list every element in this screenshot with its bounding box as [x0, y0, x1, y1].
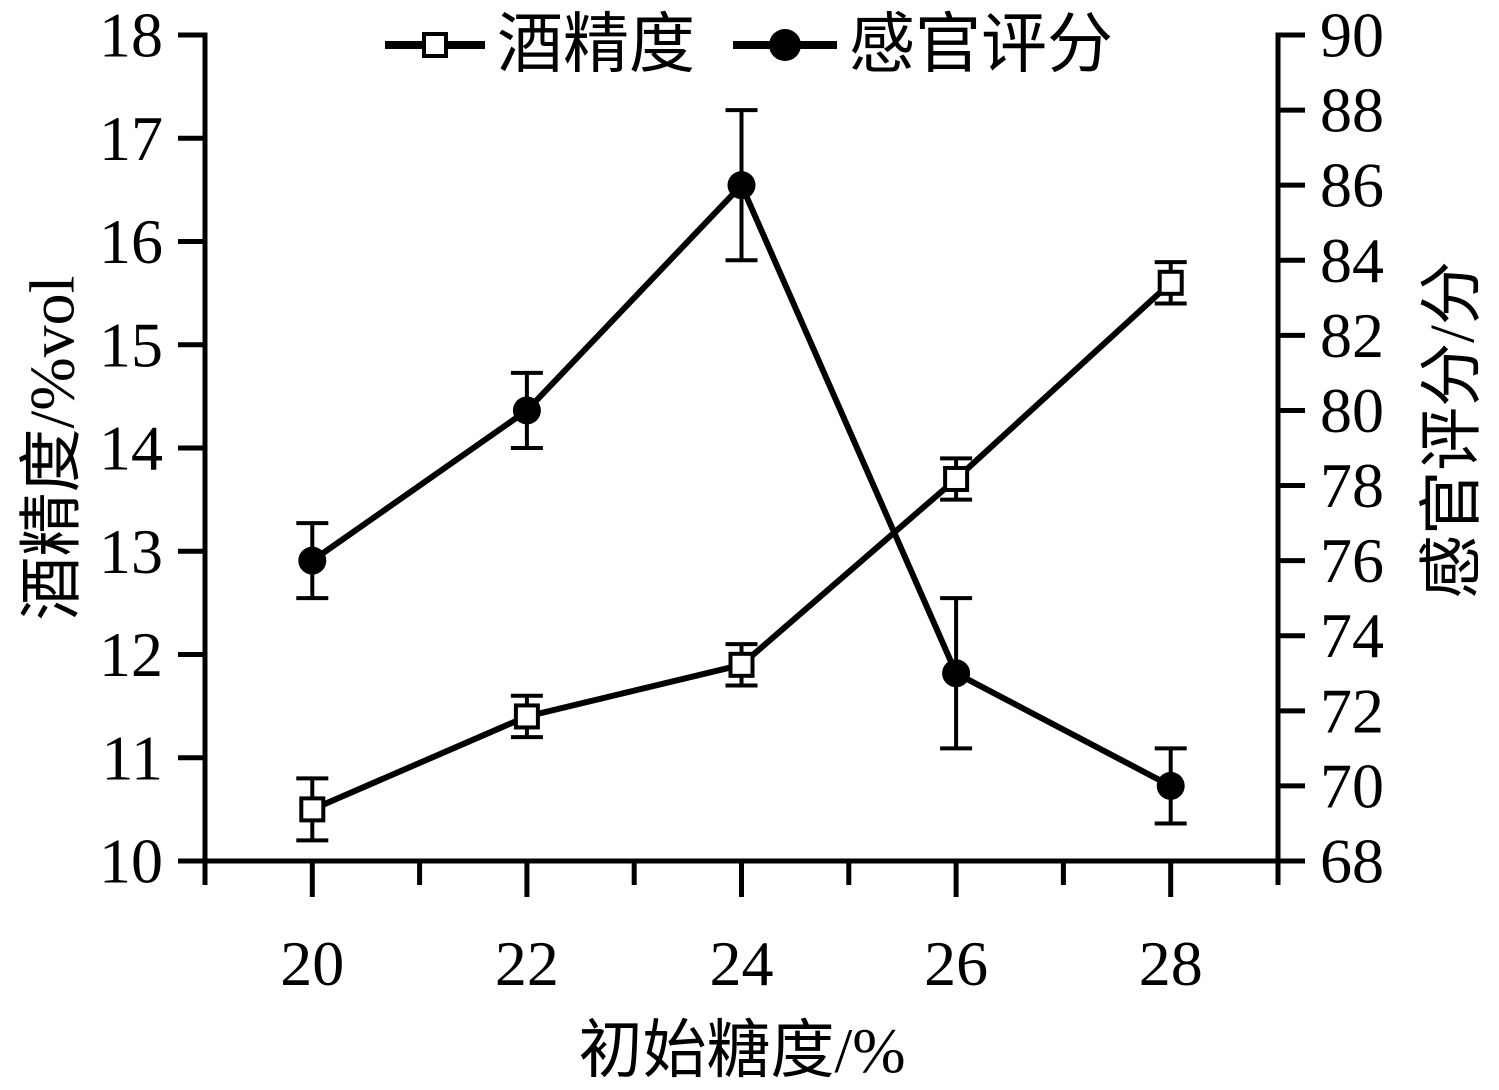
left-y-tick-label: 13: [99, 516, 163, 587]
open-square-marker: [299, 796, 326, 823]
legend-open-square-marker: [422, 32, 448, 58]
right-y-tick-label: 82: [1320, 300, 1384, 371]
x-tick-label: 28: [1139, 928, 1203, 999]
open-square-marker: [728, 651, 755, 678]
left-y-tick-label: 18: [99, 0, 163, 71]
x-axis-title: 初始糖度/%: [578, 1015, 905, 1086]
x-tick-label: 20: [280, 928, 344, 999]
open-square-marker: [943, 465, 970, 492]
x-tick-label: 26: [924, 928, 988, 999]
left-y-tick-label: 16: [99, 206, 163, 277]
right-y-tick-label: 86: [1320, 150, 1384, 221]
legend: 酒精度 感官评分: [385, 9, 1113, 82]
series-line: [311, 280, 1173, 813]
series-line: [310, 179, 1173, 789]
x-tick-label: 24: [710, 928, 774, 999]
series-alcohol: [296, 260, 1187, 843]
right-y-tick-label: 74: [1320, 600, 1384, 671]
left-y-tick-label: 15: [99, 309, 163, 380]
right-y-tick-label: 70: [1320, 750, 1384, 821]
right-y-tick-label: 78: [1320, 450, 1384, 521]
right-y-tick-label: 72: [1320, 675, 1384, 746]
right-y-tick-label: 76: [1320, 525, 1384, 596]
left-y-tick-label: 17: [99, 103, 163, 174]
open-square-marker: [513, 703, 540, 730]
legend-entry-sensory: 感官评分: [733, 9, 1113, 82]
left-y-tick-label: 11: [101, 722, 163, 793]
right-y-tick-label: 84: [1320, 225, 1384, 296]
axes-layer: 10 11 12 13 14 15 16 17 18 6870727476788082848688…: [99, 0, 1384, 999]
left-y-tick-label: 10: [99, 826, 163, 897]
right-y-tick-label: 80: [1320, 375, 1384, 446]
series-layer: [296, 108, 1187, 843]
left-axis-title: 酒精度/%vol: [17, 276, 88, 621]
legend-label-alcohol: 酒精度: [497, 9, 695, 82]
x-tick-label: 22: [495, 928, 559, 999]
filled-circle-marker: [512, 396, 541, 425]
left-y-tick-label: 14: [99, 413, 163, 484]
series-sensory: [296, 108, 1187, 826]
filled-circle-marker: [298, 546, 327, 575]
filled-circle-marker: [727, 171, 756, 200]
right-y-tick-label: 68: [1320, 826, 1384, 897]
right-axis-title: 感官评分/分: [1417, 261, 1488, 599]
legend-entry-alcohol: 酒精度: [385, 9, 695, 82]
filled-circle-marker: [942, 659, 971, 688]
left-y-tick-label: 12: [99, 619, 163, 690]
legend-filled-circle-marker: [769, 29, 801, 61]
open-square-marker: [1157, 269, 1184, 296]
right-y-tick-label: 88: [1320, 75, 1384, 146]
legend-label-sensory: 感官评分: [849, 9, 1113, 82]
filled-circle-marker: [1156, 771, 1185, 800]
right-y-tick-label: 90: [1320, 0, 1384, 71]
